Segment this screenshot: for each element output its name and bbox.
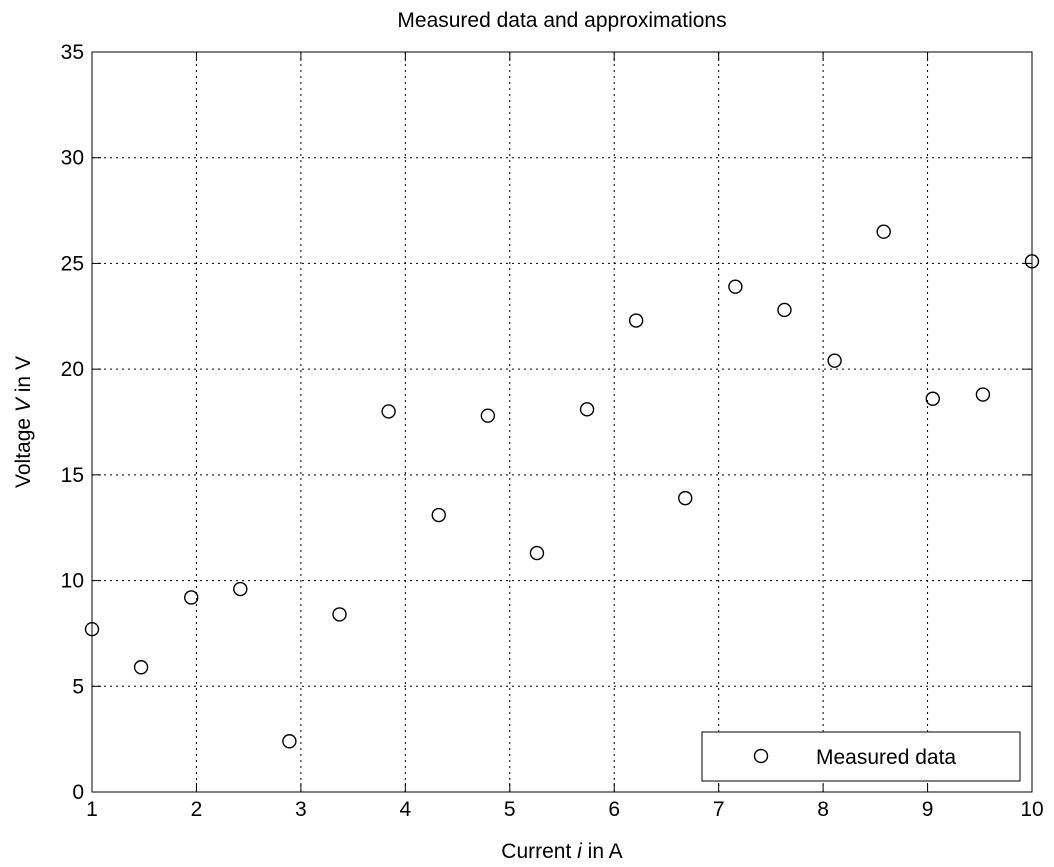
data-point: [1024, 254, 1040, 269]
x-tick-label: 3: [295, 798, 307, 821]
data-point: [84, 622, 100, 637]
x-axis-label: Current i in A: [501, 840, 622, 863]
y-tick-label: 0: [72, 781, 84, 804]
x-tick-label: 5: [504, 798, 516, 821]
data-point: [381, 404, 396, 419]
data-point: [431, 507, 446, 523]
y-axis-label-prefix: Voltage: [12, 412, 35, 488]
legend-label: Measured data: [816, 746, 956, 769]
y-axis-label-unit: in V: [12, 356, 35, 398]
data-point: [233, 581, 248, 597]
data-point: [480, 408, 496, 423]
y-tick-label: 10: [61, 570, 84, 593]
data-point: [827, 353, 842, 368]
plot-frame: [91, 51, 1033, 793]
y-tick-label: 15: [61, 464, 84, 487]
data-point: [925, 391, 940, 406]
y-tick-label: 5: [72, 675, 84, 698]
y-tick-label: 20: [61, 358, 84, 381]
y-axis-label-variable: V: [12, 396, 35, 412]
legend: Measured data: [701, 731, 1021, 782]
x-tick-label: 8: [817, 798, 829, 821]
data-point: [529, 545, 545, 561]
y-tick-label: 30: [61, 147, 84, 170]
x-tick-label: 4: [399, 798, 411, 821]
data-point: [332, 607, 347, 622]
grid-lines: [92, 52, 1032, 792]
data-point: [579, 402, 595, 417]
x-axis-label-variable: i: [577, 840, 583, 863]
y-tick-label: 35: [61, 41, 84, 64]
x-axis-label-prefix: Current: [501, 840, 577, 863]
data-point: [282, 734, 297, 749]
data-point: [678, 490, 693, 506]
y-tick-label: 25: [61, 252, 84, 275]
legend-marker: [753, 748, 769, 764]
data-point: [777, 302, 792, 318]
data-point: [184, 590, 199, 605]
data-point: [133, 660, 149, 675]
x-tick-label: 2: [191, 798, 203, 821]
x-axis-label-unit: in A: [582, 840, 623, 863]
x-tick-label: 9: [922, 798, 934, 821]
data-point: [628, 313, 644, 328]
x-tick-labels: 1 2 3 4 5 6 7 8 9 10: [86, 798, 1044, 821]
y-tick-labels: 0 5 10 15 20 25 30 35: [61, 41, 84, 804]
data-point: [876, 224, 891, 239]
y-axis-label: Voltage V in V: [12, 356, 35, 488]
data-point: [975, 387, 991, 402]
x-tick-label: 6: [608, 798, 620, 821]
x-tick-label: 10: [1020, 798, 1043, 821]
data-point: [728, 279, 743, 294]
chart-title: Measured data and approximations: [397, 9, 726, 32]
x-tick-label: 1: [86, 798, 98, 821]
data-points: [84, 224, 1040, 749]
axis-ticks: [91, 51, 1033, 793]
x-tick-label: 7: [713, 798, 725, 821]
